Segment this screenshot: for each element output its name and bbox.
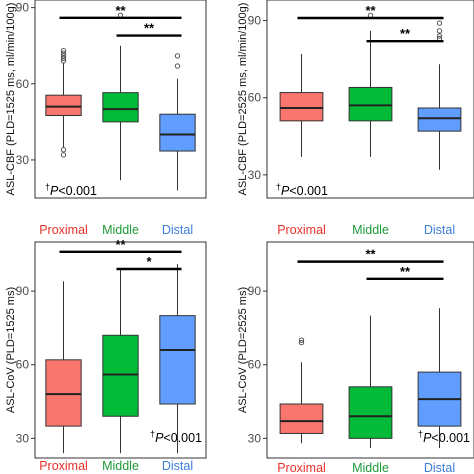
box-body — [159, 315, 196, 405]
box-distal — [417, 20, 462, 170]
p-symbol: P — [281, 184, 290, 198]
category-label-proximal: Proximal — [277, 461, 326, 474]
y-axis-title: ASL-CoV (PLD=1525 ms) — [5, 287, 17, 413]
category-label-proximal: Proximal — [277, 223, 326, 237]
box-proximal — [45, 48, 82, 158]
box-body — [417, 107, 462, 132]
box-distal — [159, 53, 196, 191]
category-label-proximal: Proximal — [39, 459, 88, 473]
p-value-annotation: †P<0.001 — [45, 182, 97, 198]
y-tick-label: 30 — [16, 153, 30, 167]
significance-label: ** — [144, 21, 155, 36]
y-tick-label: 90 — [248, 284, 262, 298]
box-body — [348, 86, 393, 122]
dagger-mark: † — [276, 182, 281, 192]
outlier-point — [60, 152, 67, 158]
box-middle — [348, 315, 393, 449]
y-tick-label: 90 — [16, 284, 30, 298]
dagger-mark: † — [150, 429, 155, 439]
significance-label: ** — [115, 3, 126, 18]
category-label-proximal: Proximal — [39, 223, 88, 237]
category-label-middle: Middle — [352, 223, 389, 237]
p-value-annotation: †P<0.001 — [276, 182, 328, 198]
significance-label: ** — [365, 247, 376, 262]
category-label-distal: Distal — [162, 459, 193, 473]
dagger-mark: † — [45, 182, 50, 192]
y-tick-label: 90 — [16, 1, 30, 15]
p-value-annotation: †P<0.001 — [418, 429, 470, 445]
y-axis-title: ASL-CBF (PLD=2525 ms, ml/min/100g) — [237, 3, 249, 196]
box-body — [45, 94, 82, 116]
outlier-point — [436, 20, 443, 26]
p-value-annotation: †P<0.001 — [150, 429, 202, 445]
y-tick-label: 30 — [248, 431, 262, 445]
box-middle — [102, 269, 139, 454]
outlier-point — [174, 63, 181, 69]
category-label-middle: Middle — [352, 461, 389, 474]
box-middle — [348, 12, 393, 157]
y-tick-label: 60 — [16, 358, 30, 372]
outlier-point — [60, 53, 67, 59]
y-axis-title: ASL-CBF (PLD=1525 ms, ml/min/100g) — [5, 3, 17, 196]
plot-frame — [266, 241, 474, 459]
outlier-point — [436, 33, 443, 39]
box-distal — [159, 264, 196, 454]
outlier-point — [174, 53, 181, 59]
box-body — [279, 92, 324, 122]
box-body — [102, 334, 139, 417]
outlier-point — [60, 48, 67, 54]
outlier-point — [298, 337, 305, 343]
plot-frame — [34, 241, 207, 459]
y-tick-label: 30 — [248, 168, 262, 182]
outlier-point — [60, 58, 67, 64]
significance-label: ** — [400, 26, 411, 41]
plot-frame — [34, 0, 207, 199]
box-body — [348, 386, 393, 439]
category-label-distal: Distal — [424, 223, 455, 237]
box-body — [159, 113, 196, 152]
box-body — [102, 92, 139, 123]
p-value: <0.001 — [431, 431, 470, 445]
y-tick-label: 90 — [248, 14, 262, 28]
box-proximal — [45, 281, 82, 454]
p-symbol: P — [155, 431, 164, 445]
box-proximal — [279, 54, 324, 157]
p-value: <0.001 — [58, 184, 97, 198]
y-tick-label: 60 — [248, 358, 262, 372]
outlier-point — [60, 147, 67, 153]
significance-label: ** — [115, 237, 126, 252]
category-label-middle: Middle — [102, 459, 139, 473]
y-tick-label: 60 — [248, 91, 262, 105]
outlier-point — [298, 339, 305, 346]
significance-label: * — [146, 254, 152, 269]
outlier-point — [60, 55, 67, 62]
category-label-distal: Distal — [162, 223, 193, 237]
box-proximal — [279, 337, 324, 444]
category-label-distal: Distal — [424, 461, 455, 474]
p-symbol: P — [423, 431, 432, 445]
outlier-point — [436, 28, 443, 34]
y-tick-label: 60 — [16, 77, 30, 91]
p-value: <0.001 — [163, 431, 202, 445]
box-body — [279, 403, 324, 434]
dagger-mark: † — [418, 429, 423, 439]
plot-frame — [266, 0, 474, 199]
box-middle — [102, 12, 139, 181]
p-symbol: P — [50, 184, 59, 198]
p-value: <0.001 — [289, 184, 328, 198]
y-axis-title: ASL-CoV (PLD=2525 ms) — [237, 287, 249, 413]
box-body — [45, 359, 82, 427]
box-distal — [417, 308, 462, 449]
significance-label: ** — [365, 3, 376, 18]
significance-label: ** — [400, 264, 411, 279]
category-label-middle: Middle — [102, 223, 139, 237]
y-tick-label: 30 — [16, 431, 30, 445]
outlier-point — [60, 50, 67, 56]
